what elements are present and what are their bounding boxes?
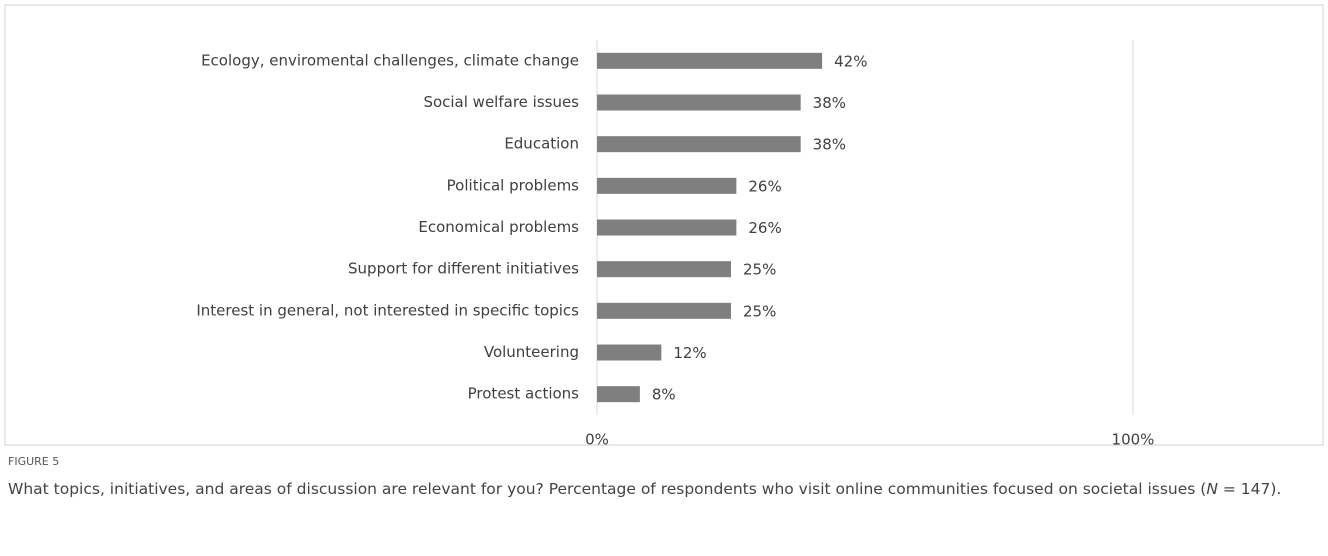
y-tick-label: Political problems: [447, 176, 580, 194]
value-label: 25%: [743, 302, 776, 320]
bar: [597, 344, 662, 361]
chart: 0% 100% Ecology, enviromental challenges, …: [4, 4, 1324, 449]
chart-frame: [4, 4, 1324, 446]
y-tick-label: Protest actions: [468, 385, 580, 403]
caption-text: What topics, initiatives, and areas of d…: [8, 480, 1207, 498]
caption: What topics, initiatives, and areas of d…: [8, 478, 1308, 501]
bar: [597, 94, 801, 111]
value-label: 38%: [813, 94, 846, 112]
figure-label: FIGURE 5: [8, 455, 60, 468]
x-tick-label: 0%: [585, 431, 609, 449]
bar: [597, 136, 801, 153]
value-label: 8%: [652, 386, 676, 404]
y-tick-label: Economical problems: [418, 218, 579, 236]
value-label: 38%: [813, 136, 846, 154]
value-label: 25%: [743, 261, 776, 279]
caption-italic: N: [1206, 480, 1218, 498]
value-label: 12%: [673, 344, 706, 362]
y-tick-label: Ecology, enviromental challenges, climat…: [201, 51, 579, 69]
caption-text: = 147).: [1217, 480, 1282, 498]
y-tick-label: Interest in general, not interested in s…: [196, 301, 579, 319]
value-label: 26%: [748, 219, 781, 237]
bar: [597, 302, 731, 319]
bar: [597, 261, 731, 278]
value-label: 42%: [834, 52, 867, 70]
bar: [597, 177, 737, 194]
value-label: 26%: [748, 177, 781, 195]
x-tick-label: 100%: [1112, 431, 1155, 449]
bar: [597, 52, 823, 69]
bar: [597, 386, 640, 403]
bar: [597, 219, 737, 236]
y-tick-label: Volunteering: [484, 343, 579, 361]
y-tick-label: Social welfare issues: [423, 93, 579, 111]
y-tick-label: Support for different initiatives: [348, 260, 579, 278]
y-tick-label: Education: [504, 135, 579, 153]
